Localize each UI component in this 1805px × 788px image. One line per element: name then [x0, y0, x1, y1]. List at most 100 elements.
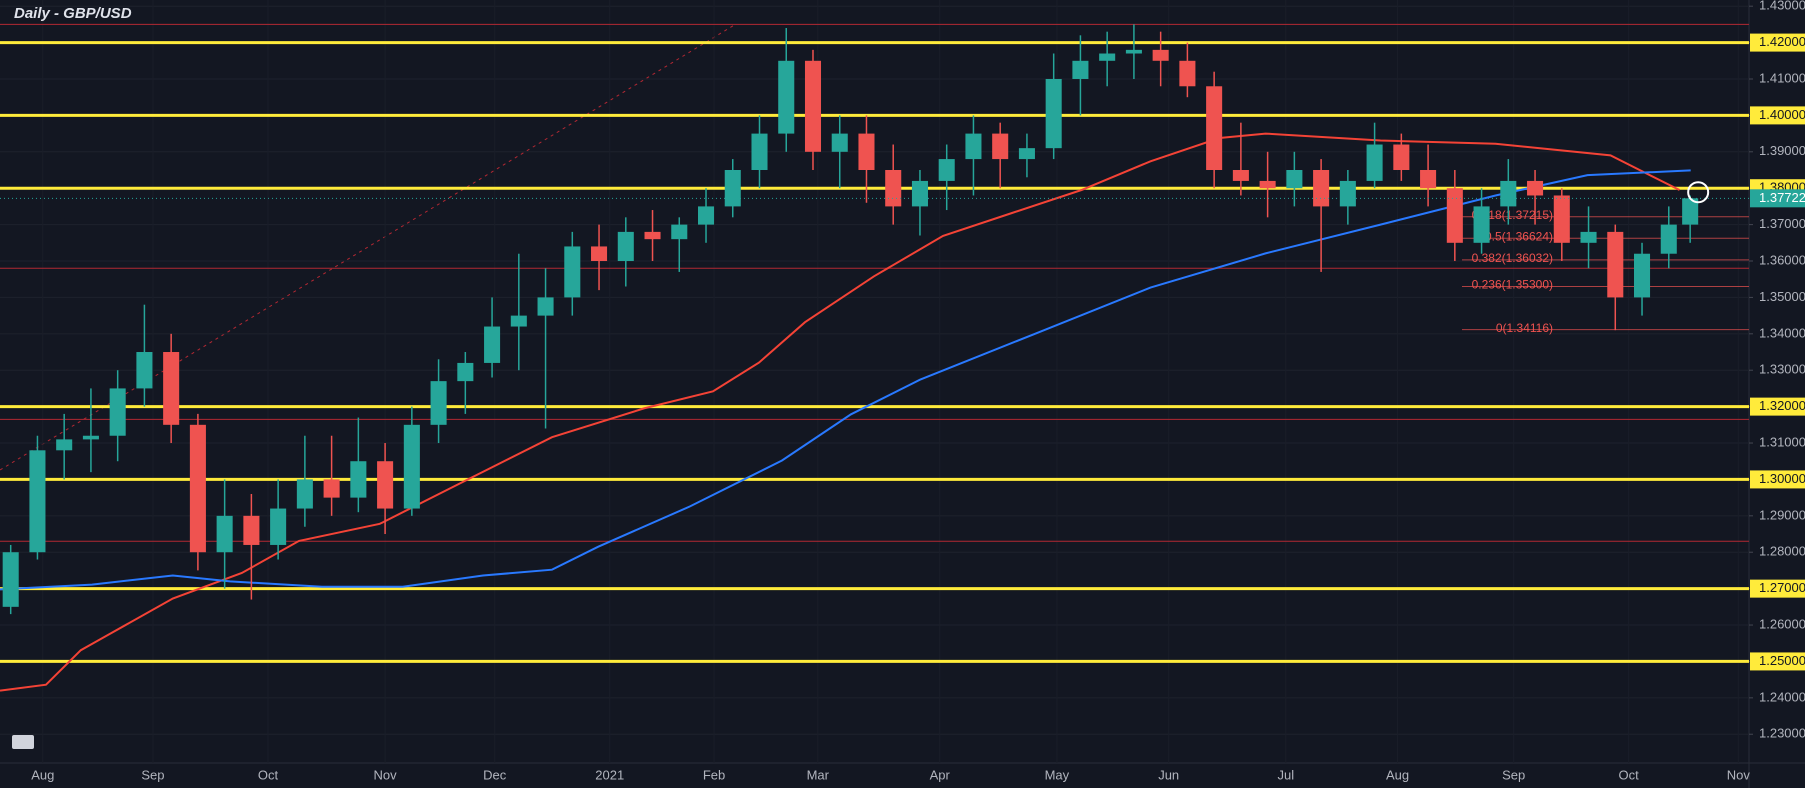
- fib-label: 0.382(1.36032): [1472, 251, 1553, 265]
- y-tick-label: 1.39000: [1759, 143, 1805, 158]
- candle-body: [644, 231, 661, 240]
- candle-body: [29, 450, 46, 553]
- candle-body: [350, 461, 367, 498]
- candle-body: [1682, 198, 1699, 225]
- x-tick-label: Oct: [258, 767, 279, 782]
- candle-body: [591, 246, 608, 262]
- candle-body: [484, 326, 501, 363]
- fib-label: 0.236(1.35300): [1472, 278, 1553, 292]
- y-tick-label: 1.28000: [1759, 544, 1805, 559]
- candle-body: [911, 180, 928, 207]
- candle-body: [296, 479, 313, 509]
- candle-body: [403, 424, 420, 509]
- candle-body: [109, 388, 126, 436]
- x-tick-label: Apr: [930, 767, 951, 782]
- y-tick-label: 1.37000: [1759, 216, 1805, 231]
- candle-body: [617, 231, 634, 262]
- candle-body: [1446, 188, 1463, 243]
- candle-body: [1500, 180, 1517, 207]
- tv-logo: [12, 735, 34, 749]
- candle-body: [1206, 86, 1223, 171]
- candle-body: [938, 159, 955, 181]
- moving-average: [0, 169, 1691, 591]
- candle-body: [1232, 170, 1249, 181]
- x-tick-label: Jul: [1277, 767, 1294, 782]
- level-axis-box: [1750, 397, 1805, 416]
- candle-body: [457, 362, 474, 382]
- candle-body: [510, 315, 527, 327]
- level-axis-box: [1750, 470, 1805, 489]
- x-tick-label: Dec: [483, 767, 507, 782]
- y-tick-label: 1.32000: [1759, 398, 1805, 413]
- candle-body: [564, 246, 581, 298]
- x-tick-label: Nov: [374, 767, 398, 782]
- x-tick-label: Oct: [1619, 767, 1640, 782]
- candle-body: [1099, 53, 1116, 61]
- candle-body: [751, 133, 768, 171]
- highlight-circle: [1687, 181, 1710, 204]
- candle-body: [270, 508, 287, 545]
- candle-body: [2, 552, 19, 607]
- x-tick-label: 2021: [595, 767, 624, 782]
- moving-average: [0, 132, 1680, 692]
- x-tick-label: Nov: [1727, 767, 1751, 782]
- x-tick-label: Jun: [1158, 767, 1179, 782]
- candle-body: [1553, 195, 1570, 243]
- candle-body: [1259, 180, 1276, 189]
- candle-body: [56, 439, 73, 451]
- fib-label: 0.5(1.36624): [1485, 229, 1553, 243]
- y-tick-label: 1.30000: [1759, 471, 1805, 486]
- y-tick-label: 1.26000: [1759, 616, 1805, 631]
- candle-body: [1420, 170, 1437, 189]
- level-axis-box: [1750, 106, 1805, 125]
- y-tick-label: 1.24000: [1759, 689, 1805, 704]
- candle-body: [1313, 170, 1330, 207]
- candle-body: [1527, 180, 1544, 196]
- y-tick-label: 1.33000: [1759, 362, 1805, 377]
- candle-body: [1072, 60, 1089, 79]
- candle-body: [697, 206, 715, 225]
- last-price-box: [1750, 189, 1805, 208]
- fib-label: 0.618(1.37215): [1472, 208, 1553, 222]
- y-tick-label: 1.29000: [1759, 507, 1805, 522]
- x-tick-label: Aug: [1386, 767, 1409, 782]
- candle-body: [885, 170, 902, 207]
- x-tick-label: Sep: [1502, 767, 1525, 782]
- candle-body: [1045, 78, 1062, 149]
- level-axis-box: [1750, 652, 1805, 671]
- candle-body: [1580, 231, 1597, 243]
- x-tick-label: Aug: [31, 767, 54, 782]
- candle-body: [1607, 231, 1624, 298]
- x-tick-label: Sep: [141, 767, 164, 782]
- candle-body: [430, 381, 447, 425]
- y-tick-label: 1.31000: [1759, 434, 1805, 449]
- candle-body: [1152, 49, 1169, 61]
- candle-body: [1366, 144, 1383, 181]
- x-tick-label: Mar: [807, 767, 830, 782]
- level-axis-box: [1750, 33, 1805, 52]
- candle-body: [1660, 224, 1677, 254]
- candle-body: [216, 515, 233, 553]
- y-tick-label: 1.23000: [1759, 726, 1805, 741]
- candle-body: [323, 479, 340, 498]
- y-tick-label: 1.27000: [1759, 580, 1805, 595]
- y-tick-label: 1.25000: [1759, 653, 1805, 668]
- candle-body: [778, 60, 795, 134]
- logo-mark: [12, 735, 34, 749]
- candle-body: [831, 133, 848, 152]
- candle-body: [1286, 170, 1303, 189]
- candle-body: [804, 60, 822, 152]
- y-tick-label: 1.42000: [1759, 34, 1805, 49]
- candle-body: [1393, 144, 1410, 171]
- candle-body: [136, 352, 153, 389]
- candle-body: [82, 435, 99, 440]
- x-tick-label: Feb: [703, 767, 725, 782]
- y-tick-label: 1.34000: [1759, 325, 1805, 340]
- candle-body: [1634, 253, 1651, 298]
- y-tick-label: 1.36000: [1759, 252, 1805, 267]
- y-tick-label: 1.40000: [1759, 107, 1805, 122]
